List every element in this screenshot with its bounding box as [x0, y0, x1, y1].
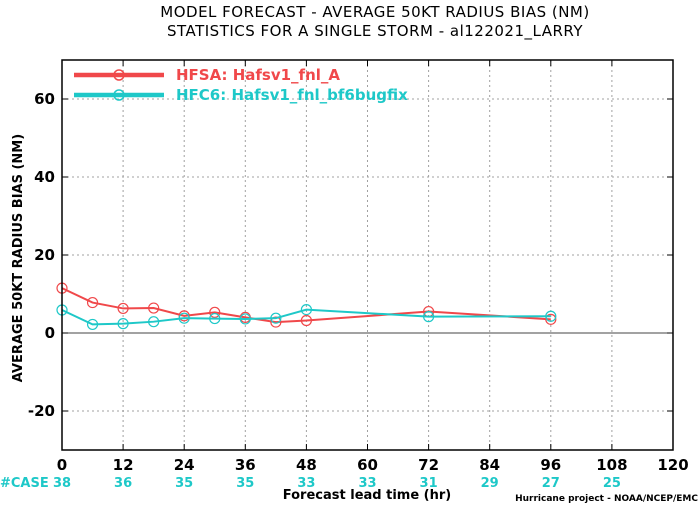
data-point-marker — [270, 312, 282, 324]
legend-marker — [113, 89, 125, 101]
data-point-marker — [117, 318, 129, 330]
case-row-label: #CASE — [0, 476, 49, 491]
data-point-marker — [86, 296, 99, 309]
data-point-marker — [148, 302, 160, 314]
chart-title: MODEL FORECAST - AVERAGE 50KT RADIUS BIA… — [160, 3, 589, 21]
x-tick-label: 60 — [357, 456, 378, 474]
y-tick-label: -20 — [28, 402, 55, 420]
case-count-label: 35 — [175, 476, 193, 491]
case-count-label: 25 — [603, 476, 621, 491]
x-tick-label: 24 — [174, 456, 195, 474]
data-point-marker — [545, 313, 557, 325]
series-line — [61, 287, 551, 324]
data-point-marker — [270, 316, 282, 328]
chart-subtitle: STATISTICS FOR A SINGLE STORM - al122021… — [167, 22, 583, 41]
y-tick-label: 0 — [45, 324, 55, 342]
x-tick-label: 12 — [113, 456, 134, 474]
series-layer — [56, 282, 557, 331]
case-count-label: 31 — [420, 476, 438, 491]
data-point-marker — [209, 306, 221, 318]
tick-labels: 0 12 24 36 48 60 72 84 96 108 120 -20 0 20 40 60 #CASE 38… — [0, 90, 689, 491]
grid-lines — [62, 60, 673, 450]
data-point-marker — [300, 304, 312, 316]
axes-layer — [61, 59, 674, 451]
legend-entry-text: HFSA: Hafsv1_fnl_A — [176, 66, 340, 84]
data-point-marker — [423, 311, 435, 323]
case-count-label: 33 — [297, 476, 315, 491]
y-tick-label: 20 — [34, 246, 55, 264]
data-point-marker — [209, 312, 221, 325]
data-point-marker — [300, 314, 312, 327]
series-line — [61, 308, 551, 326]
x-tick-label: 72 — [418, 456, 439, 474]
data-point-marker — [239, 313, 251, 325]
credit-text: Hurricane project - NOAA/NCEP/EMC — [515, 494, 698, 504]
y-tick-label: 40 — [34, 168, 55, 186]
x-tick-label: 120 — [657, 456, 688, 474]
x-tick-label: 108 — [596, 456, 627, 474]
legend: HFSA: Hafsv1_fnl_A HFC6: Hafsv1_fnl_bf6bu… — [74, 66, 408, 104]
data-point-marker — [86, 318, 99, 331]
x-tick-label: 36 — [235, 456, 256, 474]
y-tick-label: 60 — [34, 90, 55, 108]
x-tick-label: 96 — [540, 456, 561, 474]
data-point-marker — [117, 302, 129, 315]
x-tick-label: 48 — [296, 456, 317, 474]
x-tick-label: 84 — [479, 456, 500, 474]
x-axis-label: Forecast lead time (hr) — [283, 488, 451, 503]
case-count-label: 38 — [53, 476, 71, 491]
case-count-label: 27 — [542, 476, 560, 491]
data-point-marker — [545, 310, 557, 322]
data-point-marker — [148, 316, 160, 328]
legend-entry-text: HFC6: Hafsv1_fnl_bf6bugfix — [176, 86, 408, 104]
case-count-label: 35 — [236, 476, 254, 491]
legend-marker — [113, 69, 125, 81]
x-tick-label: 0 — [57, 456, 67, 474]
case-count-label: 33 — [358, 476, 376, 491]
data-point-marker — [178, 312, 190, 324]
case-count-label: 36 — [114, 476, 132, 491]
y-axis-label: AVERAGE 50KT RADIUS BIAS (NM) — [11, 134, 26, 382]
case-count-label: 29 — [481, 476, 499, 491]
